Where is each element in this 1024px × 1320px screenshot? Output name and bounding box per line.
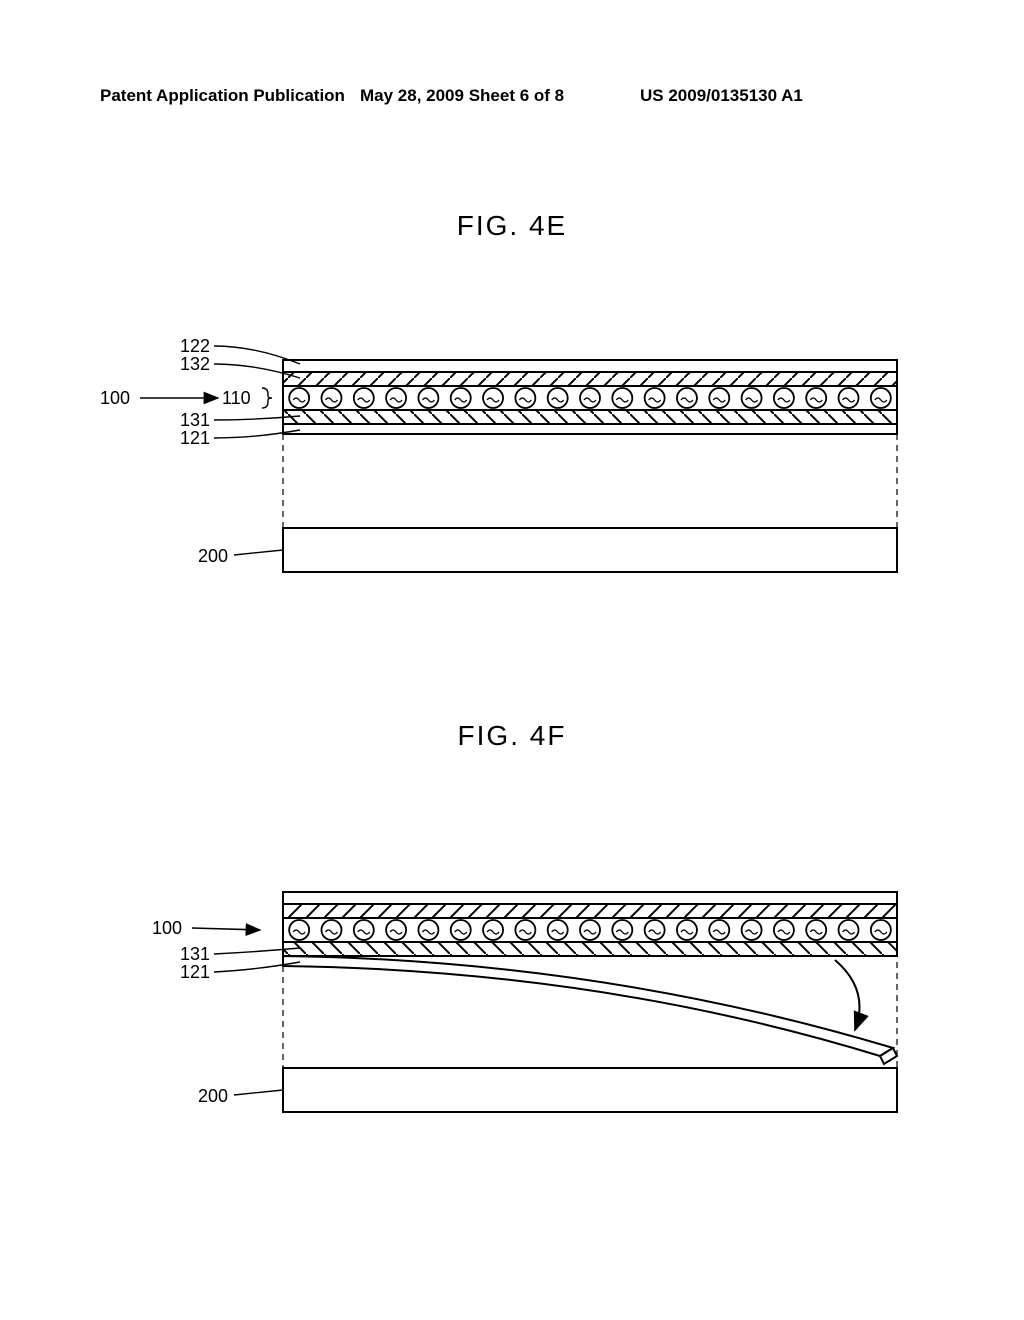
bead-icon bbox=[612, 920, 632, 940]
bead-icon bbox=[774, 388, 794, 408]
bead-icon bbox=[839, 388, 859, 408]
bead-icon bbox=[515, 920, 535, 940]
bead-icon bbox=[418, 388, 438, 408]
bead-icon bbox=[386, 920, 406, 940]
brace-110 bbox=[262, 388, 272, 408]
fig-4e-diagram bbox=[140, 346, 897, 572]
bead-icon bbox=[645, 920, 665, 940]
diagram-canvas bbox=[0, 0, 1024, 1320]
bead-icon bbox=[709, 388, 729, 408]
lead-200-4f bbox=[234, 1090, 283, 1095]
bead-icon bbox=[321, 388, 341, 408]
layer-121 bbox=[283, 424, 897, 434]
bead-icon bbox=[871, 920, 891, 940]
bead-icon bbox=[321, 920, 341, 940]
arrow-100-4f bbox=[192, 928, 260, 930]
layer-132 bbox=[283, 372, 897, 386]
bead-icon bbox=[580, 388, 600, 408]
bead-icon bbox=[806, 388, 826, 408]
bead-icon bbox=[289, 920, 309, 940]
bead-icon bbox=[451, 920, 471, 940]
fig-4f-diagram bbox=[192, 892, 897, 1112]
layer-132-4f bbox=[283, 904, 897, 918]
bead-icon bbox=[483, 920, 503, 940]
bead-icon bbox=[612, 388, 632, 408]
block-200-4e bbox=[283, 528, 897, 572]
bead-icon bbox=[386, 388, 406, 408]
layer-131-4f bbox=[283, 942, 897, 956]
bead-icon bbox=[677, 388, 697, 408]
bead-icon bbox=[645, 388, 665, 408]
bead-icon bbox=[774, 920, 794, 940]
bead-icon bbox=[580, 920, 600, 940]
lead-200-4e bbox=[234, 550, 283, 555]
block-200-4f bbox=[283, 1068, 897, 1112]
bead-icon bbox=[742, 920, 762, 940]
bead-icon bbox=[354, 920, 374, 940]
layer-122-4f bbox=[283, 892, 897, 904]
bead-icon bbox=[515, 388, 535, 408]
bend-arrow-4f bbox=[835, 960, 860, 1030]
bead-icon bbox=[354, 388, 374, 408]
layer-131 bbox=[283, 410, 897, 424]
bead-icon bbox=[418, 920, 438, 940]
bead-icon bbox=[839, 920, 859, 940]
bead-icon bbox=[289, 388, 309, 408]
bead-icon bbox=[677, 920, 697, 940]
bead-icon bbox=[806, 920, 826, 940]
bead-icon bbox=[709, 920, 729, 940]
bead-icon bbox=[548, 388, 568, 408]
bead-icon bbox=[871, 388, 891, 408]
layer-121-peel bbox=[283, 956, 893, 1056]
bead-icon bbox=[483, 388, 503, 408]
bead-icon bbox=[451, 388, 471, 408]
layer-122 bbox=[283, 360, 897, 372]
bead-icon bbox=[548, 920, 568, 940]
bead-icon bbox=[742, 388, 762, 408]
